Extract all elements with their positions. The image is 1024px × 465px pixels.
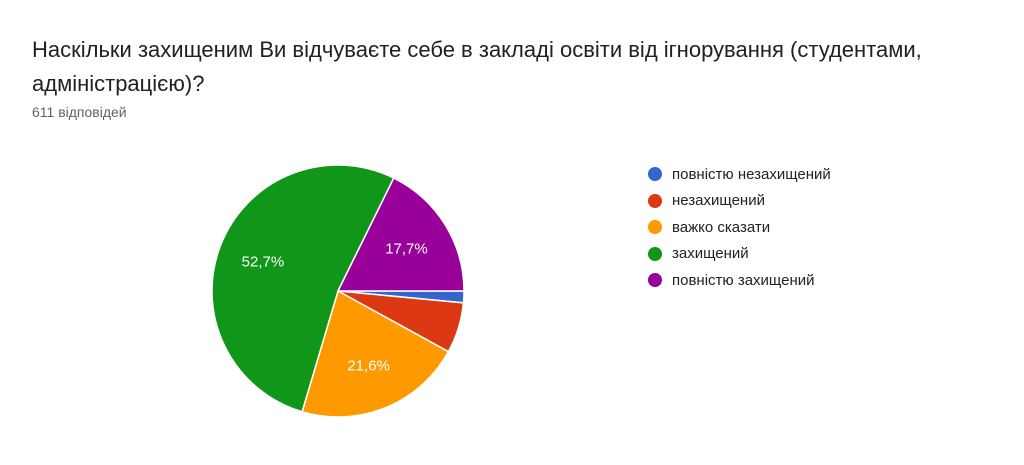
legend-label: захищений: [672, 245, 749, 263]
legend-item[interactable]: повністю незахищений: [648, 161, 831, 188]
question-title: Наскільки захищеним Ви відчуваєте себе в…: [32, 37, 922, 96]
response-count: 611 відповідей: [32, 104, 127, 120]
legend-label: повністю захищений: [672, 271, 815, 289]
legend-item[interactable]: повністю захищений: [648, 267, 831, 294]
legend-color-dot: [648, 246, 662, 261]
legend-item[interactable]: незахищений: [648, 188, 831, 215]
pie-slice[interactable]: [336, 177, 465, 292]
legend-label: незахищений: [672, 192, 765, 210]
legend-color-dot: [648, 220, 662, 235]
pie-slice[interactable]: [211, 164, 395, 413]
legend-item[interactable]: захищений: [648, 241, 831, 268]
chart-legend: повністю незахищений незахищений важко ска…: [648, 161, 831, 294]
legend-color-dot: [648, 167, 662, 182]
legend-item[interactable]: важко сказати: [648, 214, 831, 241]
legend-color-dot: [648, 193, 662, 208]
legend-label: повністю незахищений: [672, 165, 831, 183]
slice-data-label: 17,7%: [385, 240, 428, 257]
pie-chart: 21,6% 52,7% 17,7%: [211, 164, 465, 418]
pie-slice[interactable]: [301, 289, 450, 418]
slice-data-label: 21,6%: [347, 358, 390, 375]
legend-color-dot: [648, 273, 662, 288]
slice-data-label: 52,7%: [242, 254, 285, 271]
legend-label: важко сказати: [672, 218, 771, 236]
